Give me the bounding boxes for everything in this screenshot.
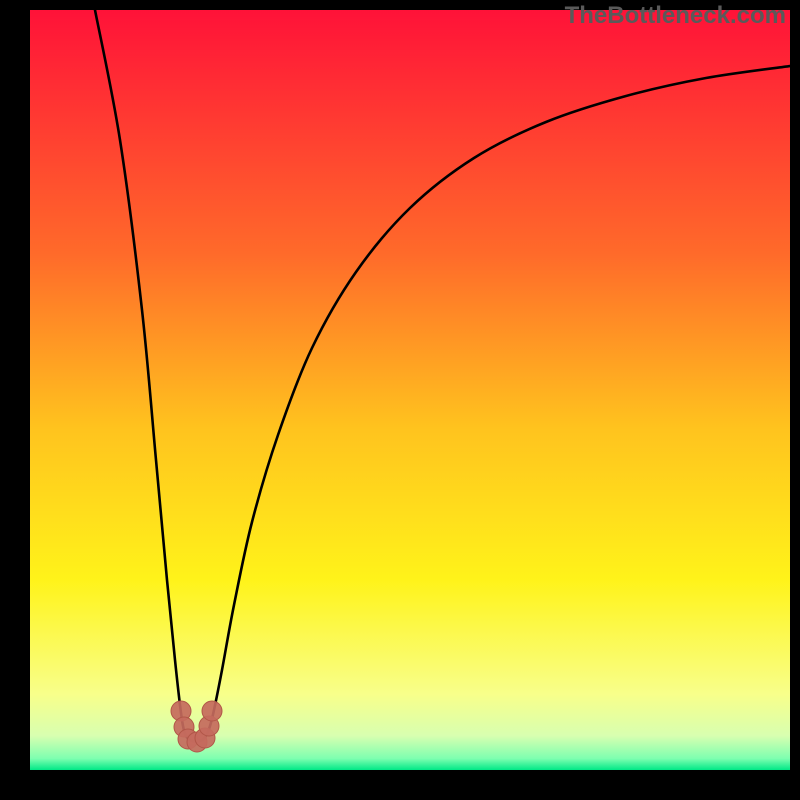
marker-point [202, 701, 222, 721]
curve-layer [0, 0, 800, 800]
watermark-text: TheBottleneck.com [565, 2, 786, 30]
bottleneck-curve [95, 10, 790, 742]
chart-frame: TheBottleneck.com [0, 0, 800, 800]
